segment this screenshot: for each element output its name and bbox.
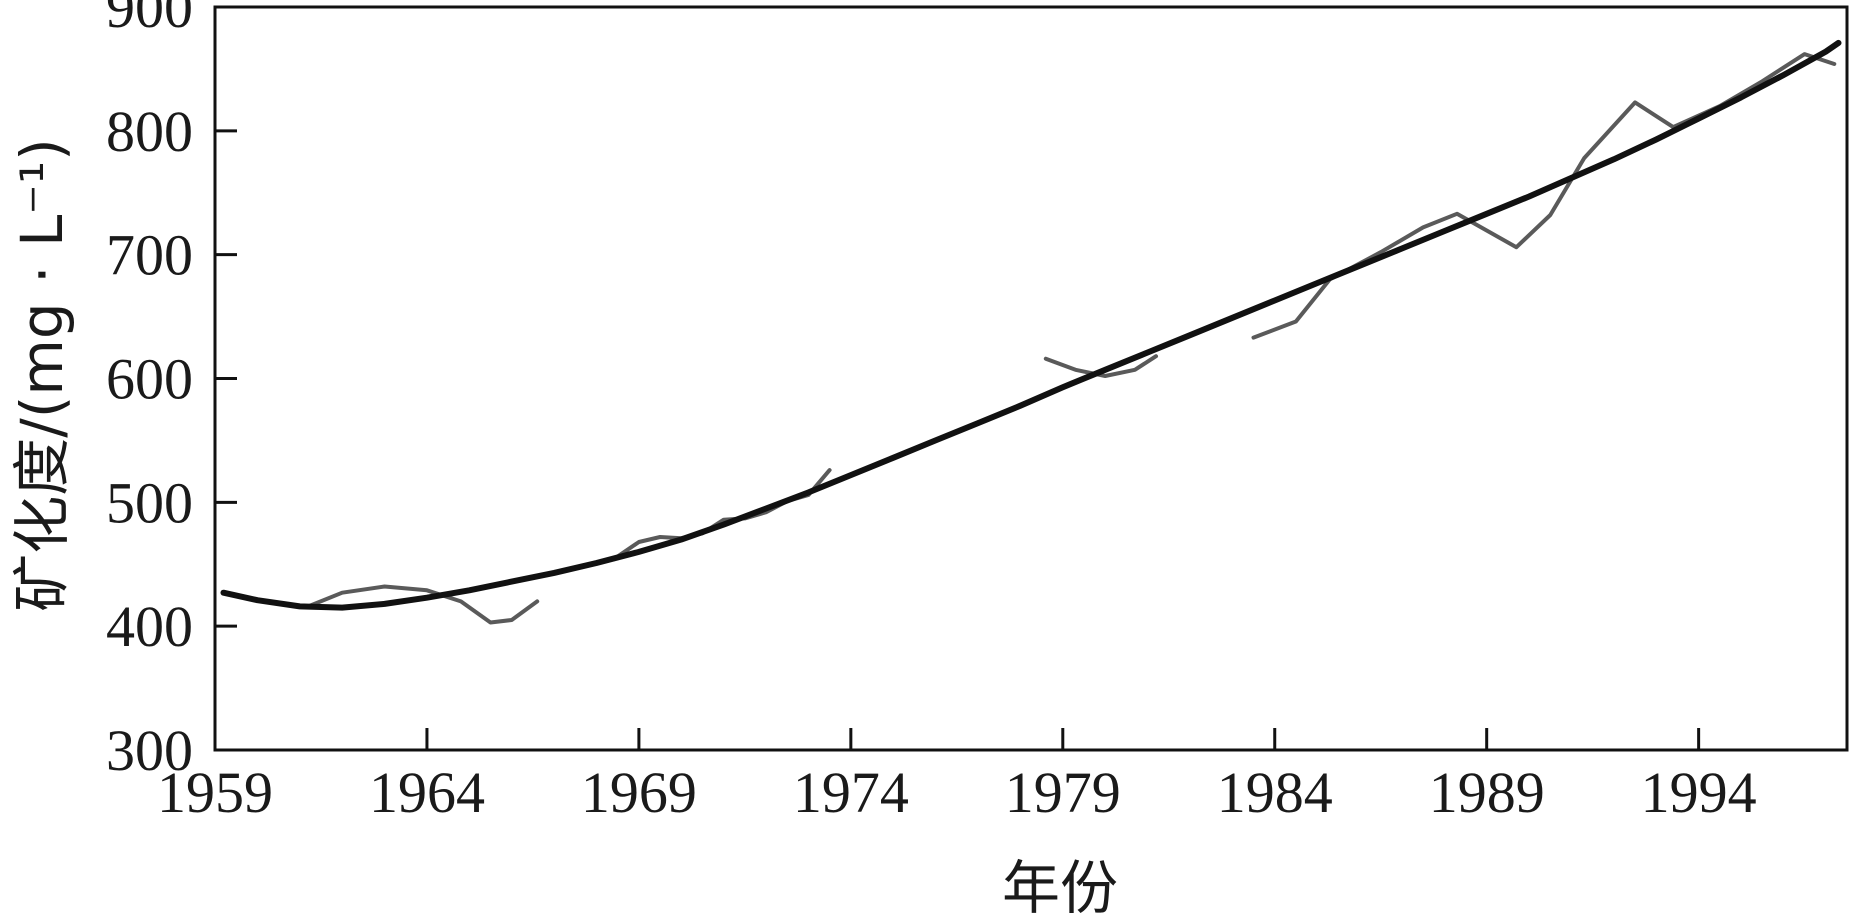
y-tick-label: 700 — [106, 223, 193, 288]
x-tick-label: 1979 — [1005, 760, 1121, 825]
y-tick-label: 900 — [106, 0, 193, 40]
x-tick-label: 1989 — [1429, 760, 1545, 825]
x-tick-label: 1974 — [793, 760, 909, 825]
y-tick-label: 800 — [106, 99, 193, 164]
x-tick-label: 1984 — [1217, 760, 1333, 825]
x-tick-label: 1964 — [369, 760, 485, 825]
observed-series-line — [306, 584, 540, 625]
x-tick-label: 1969 — [581, 760, 697, 825]
x-axis-title: 年份 — [1002, 854, 1118, 917]
x-tick-label: 1994 — [1641, 760, 1757, 825]
y-axis: 300 400 500 600 700 800 900 — [106, 0, 237, 783]
x-tick-label: 1959 — [157, 760, 273, 825]
x-axis: 1959 1964 1969 1974 1979 1984 1989 1994 — [157, 728, 1757, 825]
y-tick-label: 500 — [106, 470, 193, 535]
plot-frame — [213, 5, 1849, 752]
y-tick-label: 600 — [106, 347, 193, 412]
observed-series-line — [611, 468, 832, 562]
observed-series-line — [1043, 354, 1158, 378]
plot-area — [220, 39, 1842, 625]
y-axis-title: 矿化度/(mg · L⁻¹) — [8, 138, 76, 612]
y-tick-label: 300 — [106, 718, 193, 783]
trend-series-line — [220, 39, 1842, 611]
y-tick-label: 400 — [106, 594, 193, 659]
